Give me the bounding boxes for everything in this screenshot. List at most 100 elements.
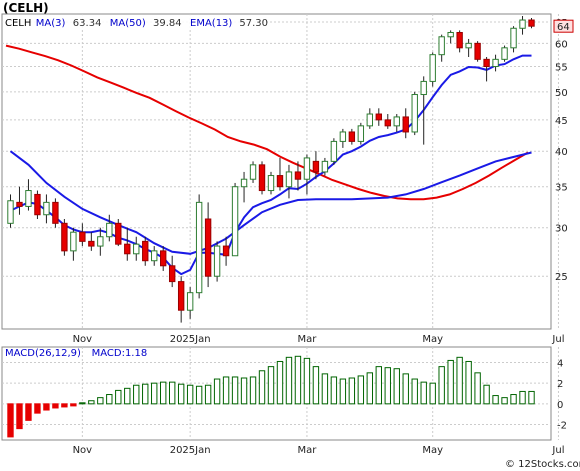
candle [88,232,95,251]
candle-body [151,250,158,262]
candle [25,179,32,211]
price-legend: CELH MA(3) 63.34 MA(50) 39.84 EMA(13) 57.30 [3,15,268,29]
macd-bar [519,390,526,405]
candle [276,157,284,191]
candle [142,236,149,266]
price-y-tick-label: 60 [555,39,568,50]
candle-body [393,116,400,127]
macd-bar [447,359,454,405]
macd-bar [160,381,167,405]
macd-bar [52,403,59,409]
candle [510,26,517,53]
legend-entry: CELH [5,18,31,29]
candle [43,194,50,224]
candle-body [240,178,248,188]
legend-entry: MA(50) [110,18,146,29]
candle [204,202,212,288]
candle-body [88,240,95,247]
candle [357,122,365,145]
candle [294,161,302,191]
macd-bar [70,403,77,407]
macd-bar [34,403,41,414]
candle-body [70,231,77,252]
price-x-tick-label: Mar [297,334,317,345]
candle-body [142,240,149,262]
macd-bar [366,372,374,405]
candle [151,246,158,266]
macd-bar [258,370,266,405]
price-x-tick-label: 2025Jan [170,334,211,345]
moving-average-lines [5,44,532,276]
macd-bar [492,395,499,405]
candle-body [52,201,59,224]
macd-x-tick-label: Mar [297,445,317,456]
candle-body [384,119,391,127]
macd-bar [222,376,230,405]
price-y-tick-label: 40 [555,147,568,158]
macd-bar [438,366,445,405]
candle [312,151,320,180]
candle-body [456,31,463,49]
macd-bar [312,366,320,405]
macd-bar [321,373,329,405]
price-y-tick-label: 50 [555,88,568,99]
candle-body [195,201,203,294]
candle [285,164,293,199]
candle [366,108,374,129]
candle [375,108,382,126]
macd-bar [456,356,463,405]
macd-bar [151,382,158,405]
candle [7,194,14,228]
macd-bar [402,373,409,405]
candle-body [160,250,167,267]
macd-bar [303,357,311,405]
candle [133,236,140,261]
macd-bar [43,403,50,411]
candlesticks [7,15,535,323]
candle [106,214,113,242]
candle [124,227,131,261]
macd-bar [97,397,104,405]
candle [393,114,400,132]
candle-body [447,31,454,38]
candle [411,91,418,136]
candle-body [510,27,517,49]
candle [321,157,329,176]
watermark: © 12Stocks.com [505,459,580,470]
candle-body [330,140,338,162]
candle [115,218,122,247]
macd-bar [88,400,95,405]
legend-entry: 57.30 [239,18,268,29]
macd-histogram [7,355,535,438]
macd-y-axis: -2 0 2 4 [557,359,567,432]
macd-bar [330,376,338,405]
candle-body [249,164,257,180]
candle [528,17,535,29]
candle-body [186,292,194,311]
candle [483,56,490,82]
candle [168,255,176,288]
macd-bar [115,389,122,405]
price-y-tick-label: 30 [555,224,568,235]
candle-body [222,245,230,257]
macd-bar [124,387,131,405]
candle [213,241,221,282]
candle-body [213,245,221,277]
candle [330,138,338,165]
macd-bar [61,403,68,408]
macd-bar [133,384,140,405]
macd-bar [168,381,176,405]
macd-bar [186,384,194,405]
price-x-tick-label: Nov [73,334,93,345]
price-y-tick-label: 35 [555,183,568,194]
candle-body [411,94,418,133]
candle [177,276,185,323]
legend-entry: 39.84 [153,18,182,29]
candle [339,128,347,148]
macd-bar [465,360,472,405]
macd-bar [483,384,490,405]
candle-body [492,58,499,67]
macd-y-tick-label: -2 [557,421,567,432]
candle-body [115,222,122,245]
